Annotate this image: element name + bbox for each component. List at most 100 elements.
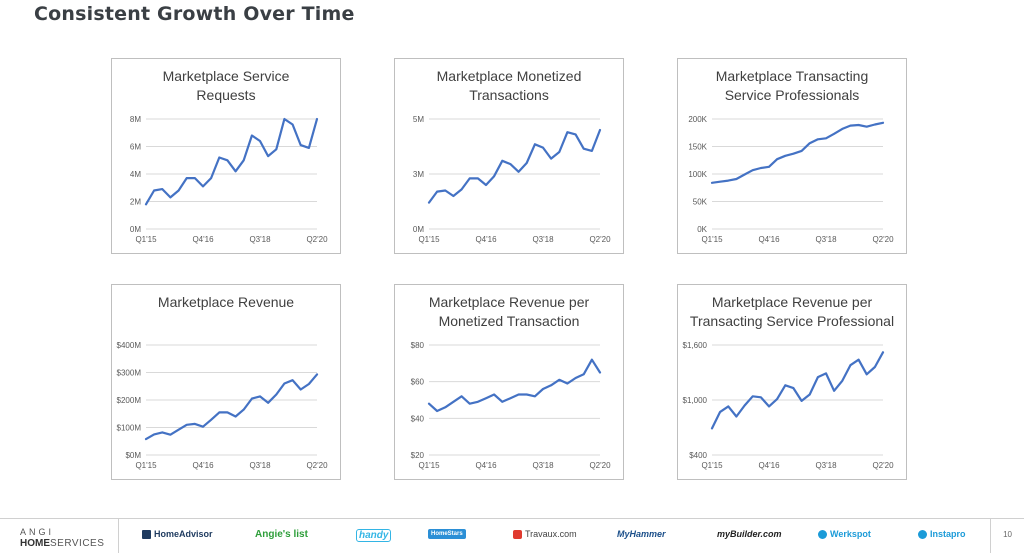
data-point <box>849 364 852 366</box>
data-point <box>194 423 196 425</box>
x-tick-label: Q2'20 <box>589 461 611 470</box>
x-tick-label: Q3'18 <box>815 461 837 470</box>
data-point <box>468 177 471 180</box>
y-tick-label: 0K <box>697 225 707 234</box>
data-point <box>719 411 721 413</box>
x-tick-label: Q2'20 <box>306 235 328 244</box>
data-point <box>485 397 487 399</box>
y-tick-label: $400 <box>689 451 707 460</box>
brand-name: HomeStars <box>428 529 466 539</box>
data-point <box>299 144 302 146</box>
home-icon <box>142 529 151 539</box>
data-point <box>283 118 286 120</box>
data-point <box>743 173 746 176</box>
data-point <box>841 379 844 382</box>
y-tick-label: $0M <box>125 451 141 460</box>
chart-title: Marketplace Monetized Transactions <box>436 68 582 103</box>
brand-myhammer: MyHammer <box>617 529 666 539</box>
data-point <box>493 393 495 396</box>
y-tick-label: 2M <box>130 198 141 207</box>
x-tick-label: Q1'15 <box>135 235 157 244</box>
brand-name: Werkspot <box>830 529 871 539</box>
data-point <box>776 158 778 160</box>
data-point <box>591 150 593 152</box>
data-point <box>874 123 876 126</box>
brand-name: Angie's list <box>255 529 308 540</box>
data-point <box>153 433 155 436</box>
page-title: Consistent Growth Over Time <box>34 3 355 25</box>
data-point <box>308 383 310 385</box>
brand-travaux: Travaux.com <box>513 529 577 539</box>
chart-revenue-per-pro: Marketplace Revenue per Transacting Serv… <box>677 284 907 480</box>
series-line <box>427 128 602 204</box>
data-point <box>501 401 504 403</box>
data-point <box>501 160 504 162</box>
data-point <box>817 138 819 141</box>
data-point <box>185 177 188 179</box>
data-point <box>760 167 762 169</box>
data-point <box>517 171 520 173</box>
x-tick-label: Q4'16 <box>192 461 214 470</box>
data-point <box>210 177 212 179</box>
data-point <box>849 124 852 127</box>
data-point <box>865 373 868 376</box>
brand-handy: handy <box>356 529 392 542</box>
series-line <box>144 373 319 441</box>
brand-angies-list: Angie's list <box>255 529 308 540</box>
data-point <box>242 408 245 411</box>
data-point <box>784 155 787 157</box>
data-point <box>768 166 770 168</box>
y-tick-label: $1,000 <box>683 396 708 405</box>
data-point <box>234 415 237 418</box>
data-point <box>751 169 754 171</box>
y-tick-label: $60 <box>411 378 425 387</box>
data-point <box>711 182 713 184</box>
data-point <box>202 185 204 188</box>
page-number: 10 <box>1003 530 1012 539</box>
data-point <box>574 133 577 136</box>
x-tick-label: Q2'20 <box>872 235 894 244</box>
data-point <box>808 142 811 144</box>
x-tick-label: Q3'18 <box>815 235 837 244</box>
chart-service-requests: Marketplace Service Requests 0M 2M 4M 6M 8M Q… <box>111 58 341 254</box>
x-tick-label: Q1'15 <box>701 235 723 244</box>
x-tick-label: Q3'18 <box>249 235 271 244</box>
y-tick-label: 0M <box>130 225 141 234</box>
footer-brand-bar: ANGI HOMESERVICES HomeAdvisor Angie's li… <box>0 518 1024 553</box>
data-point <box>436 190 438 193</box>
data-point <box>242 159 245 162</box>
data-point <box>743 404 746 407</box>
x-tick-label: Q4'16 <box>475 235 497 244</box>
data-point <box>542 146 544 149</box>
x-tick-label: Q1'15 <box>701 461 723 470</box>
data-point <box>800 400 803 402</box>
y-tick-label: 200K <box>688 115 707 124</box>
data-point <box>145 438 147 440</box>
y-tick-label: $1,600 <box>683 341 708 350</box>
data-point <box>234 170 237 173</box>
data-point <box>275 148 278 151</box>
y-tick-label: 50K <box>693 198 708 207</box>
data-point <box>550 157 552 160</box>
data-point <box>566 382 569 385</box>
chart-transacting-pros: Marketplace Transacting Service Professi… <box>677 58 907 254</box>
brand-name: MyHammer <box>617 529 666 539</box>
data-point <box>291 123 294 126</box>
data-point <box>161 188 164 190</box>
data-point <box>534 143 536 146</box>
data-point <box>792 387 795 389</box>
data-point <box>460 188 463 191</box>
chart-revenue-per-transaction: Marketplace Revenue per Monetized Transa… <box>394 284 624 480</box>
divider <box>990 519 991 553</box>
data-point <box>727 405 730 408</box>
data-point <box>477 401 479 403</box>
y-tick-label: $300M <box>117 369 142 378</box>
x-tick-label: Q4'16 <box>758 235 780 244</box>
brand-mybuilder: myBuilder.com <box>717 529 782 539</box>
data-point <box>161 431 164 434</box>
data-point <box>251 134 253 137</box>
data-point <box>857 124 860 126</box>
line-chart: $400 $1,000 $1,600 Q1'15 Q4'16 Q3'18 Q2'20 <box>683 341 895 470</box>
data-point <box>509 163 512 165</box>
logo-line-2a: HOME <box>20 538 50 549</box>
